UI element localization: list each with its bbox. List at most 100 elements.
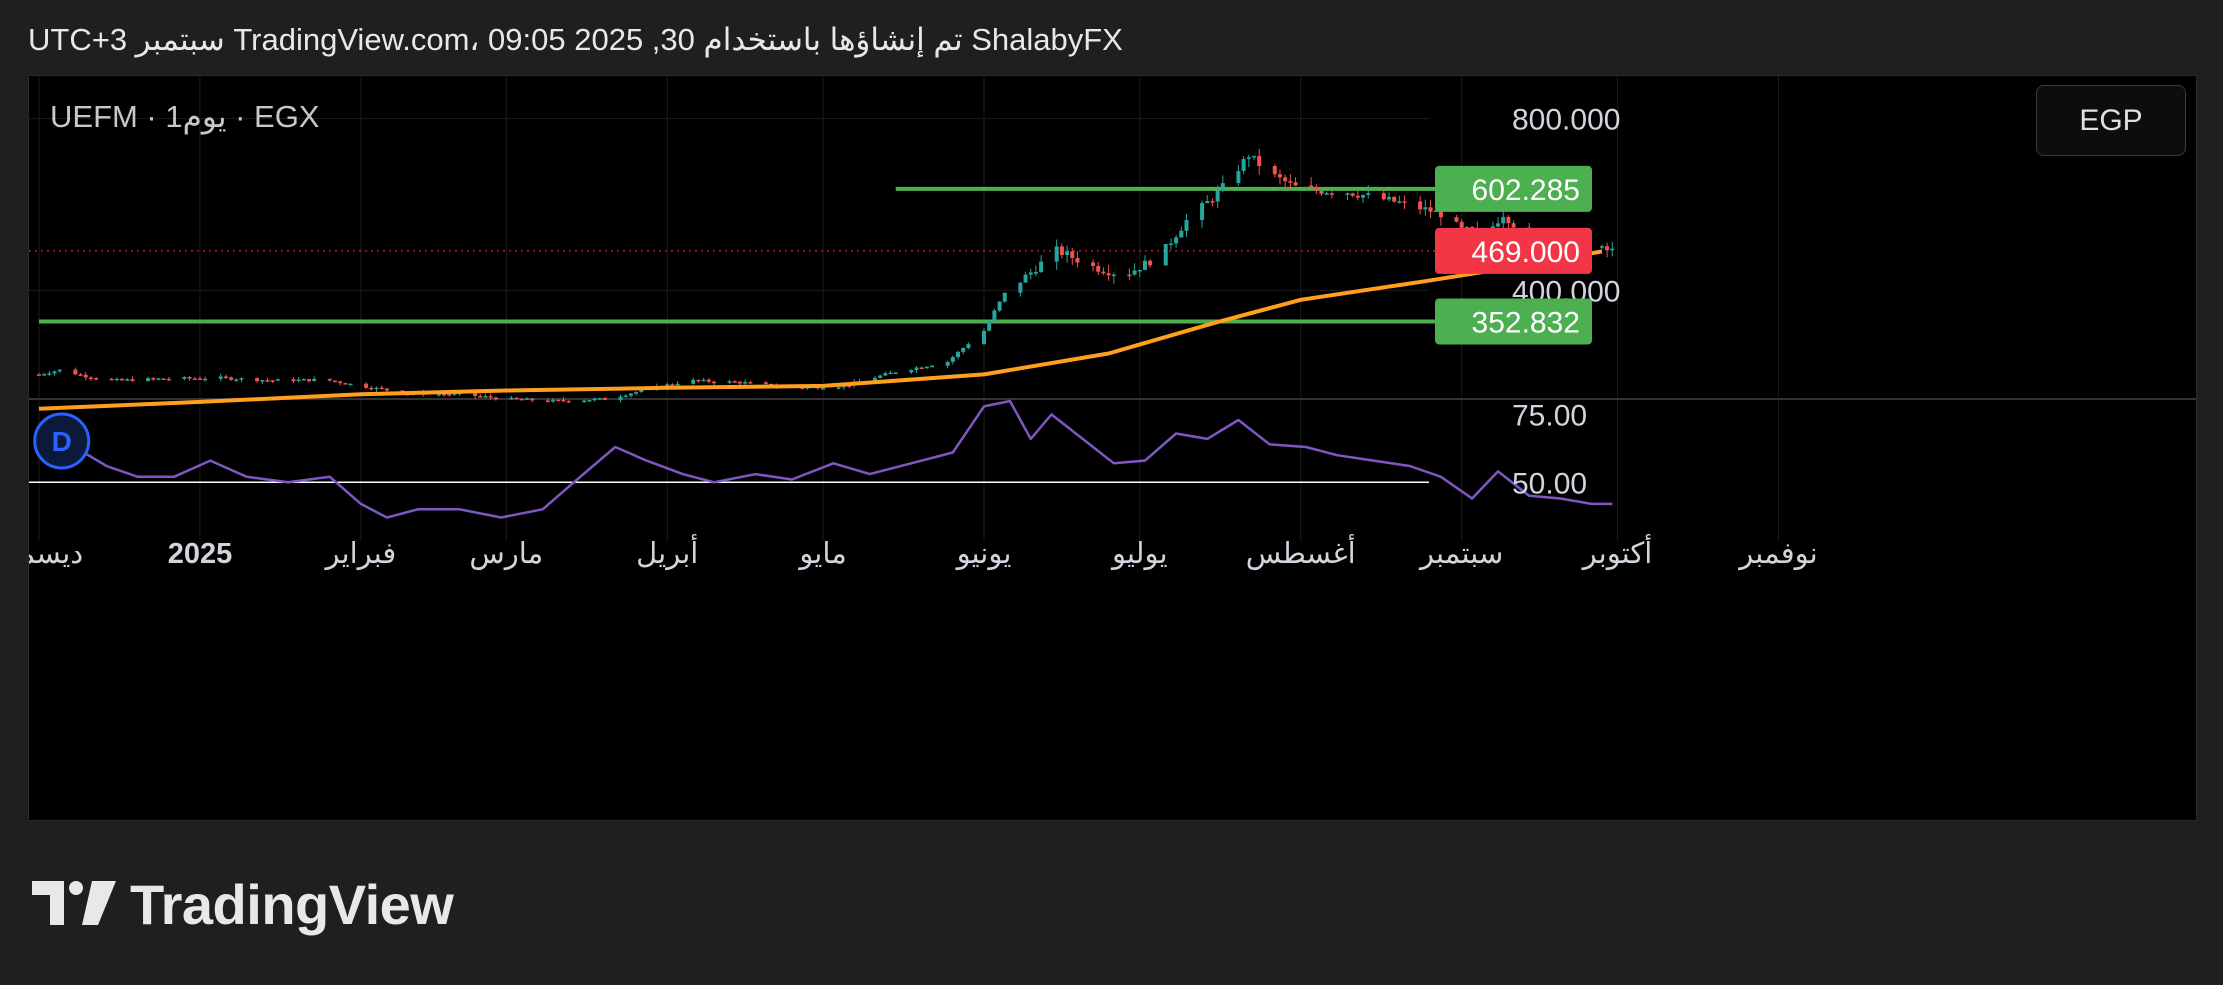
candle-body xyxy=(950,357,955,362)
x-tick-label: أكتوبر xyxy=(1581,533,1653,571)
candle-body xyxy=(166,378,171,381)
candle-body xyxy=(1288,181,1293,183)
candle-body xyxy=(982,330,986,345)
candle-body xyxy=(57,369,62,372)
candle-body xyxy=(203,378,208,381)
rsi-tick-label: 75.00 xyxy=(1512,400,1587,433)
candle-body xyxy=(732,381,737,383)
candle-body xyxy=(618,396,623,400)
candle-body xyxy=(909,370,914,373)
chart-canvas[interactable]: 800.000400.00075.0050.00ديسمبر2025فبراير… xyxy=(29,76,2196,820)
chart-attribution: ShalabyFX تم إنشاؤها باستخدام TradingVie… xyxy=(28,22,1123,57)
candle-body xyxy=(514,397,519,400)
candle-body xyxy=(146,378,151,382)
candle-body xyxy=(1355,195,1360,198)
candle-body xyxy=(493,397,498,400)
candles xyxy=(37,148,1615,404)
candle-body xyxy=(1605,246,1610,251)
candle-body xyxy=(442,393,446,396)
grid xyxy=(29,76,2196,541)
tradingview-logo-icon xyxy=(32,880,116,925)
candle-body xyxy=(987,320,992,331)
candle-body xyxy=(37,374,41,376)
candle-body xyxy=(270,380,275,382)
y-tick-label: 800.000 xyxy=(1512,104,1620,137)
price-badge xyxy=(1435,165,1592,212)
candle-body xyxy=(1272,165,1277,175)
candle-body xyxy=(1314,187,1319,191)
candle-body xyxy=(1184,220,1189,231)
x-tick-label: أغسطس xyxy=(1246,533,1356,571)
candle-body xyxy=(197,378,202,380)
candle-body xyxy=(332,380,337,383)
x-tick-label: نوفمبر xyxy=(1737,538,1817,571)
candle-body xyxy=(675,383,680,386)
candle-body xyxy=(670,384,675,386)
candle-body xyxy=(1096,265,1101,272)
chart-panel[interactable]: 800.000400.00075.0050.00ديسمبر2025فبراير… xyxy=(28,75,2197,821)
candle-body xyxy=(639,389,644,392)
candle-body xyxy=(1163,244,1168,266)
candle-body xyxy=(255,378,260,382)
price-badge-label: 352.832 xyxy=(1472,306,1580,339)
candle-body xyxy=(1501,216,1506,224)
candle-body xyxy=(551,399,556,402)
candle-body xyxy=(265,380,270,382)
price-badge-label: 602.285 xyxy=(1472,174,1580,207)
price-badges: 602.285 469.000 352.832 xyxy=(1435,165,1592,345)
x-tick-label: مايو xyxy=(797,538,846,571)
moving-average-line xyxy=(38,249,1603,411)
tradingview-logo[interactable]: TradingView xyxy=(32,872,454,937)
candle-body xyxy=(161,378,166,380)
candle-body xyxy=(519,398,524,401)
candle-body xyxy=(1433,210,1438,213)
candle-body xyxy=(1091,262,1096,266)
candle-body xyxy=(1402,201,1407,203)
candle-body xyxy=(327,378,332,381)
candle-body xyxy=(1324,193,1329,195)
candle-body xyxy=(239,378,244,380)
candle-body xyxy=(706,379,711,382)
candle-body xyxy=(1464,227,1469,229)
candle-body xyxy=(1028,272,1033,275)
candle-body xyxy=(992,310,997,321)
x-tick-label: فبراير xyxy=(324,538,397,571)
candle-body xyxy=(1361,195,1366,198)
symbol-label[interactable]: UEFM · 1يوم · EGX xyxy=(50,99,320,134)
currency-button[interactable]: EGP xyxy=(2036,85,2186,156)
dividend-marker-label: D xyxy=(52,426,72,457)
candle-body xyxy=(374,387,379,390)
candle-body xyxy=(42,374,47,376)
candle-body xyxy=(109,378,114,381)
candle-body xyxy=(597,398,602,400)
candle-body xyxy=(1106,273,1111,276)
candle-body xyxy=(78,374,83,376)
candle-body xyxy=(1599,246,1604,248)
candle-body xyxy=(229,377,234,380)
candle-body xyxy=(1142,260,1147,270)
level-lines xyxy=(29,186,1459,324)
candle-body xyxy=(1132,270,1137,275)
candle-body xyxy=(182,377,187,379)
candle-body xyxy=(1023,274,1028,283)
candle-body xyxy=(1283,177,1288,182)
candle-body xyxy=(151,378,156,380)
candle-body xyxy=(582,400,587,403)
candle-body xyxy=(120,378,125,381)
candle-body xyxy=(1506,216,1511,224)
candle-body xyxy=(1148,260,1153,266)
candle-body xyxy=(1054,246,1059,262)
candle-body xyxy=(125,379,130,381)
candle-body xyxy=(1210,201,1215,203)
moving-average xyxy=(38,249,1603,411)
candle-body xyxy=(307,379,311,382)
candle-body xyxy=(893,372,898,375)
candle-body xyxy=(1381,193,1386,200)
candle-body xyxy=(478,396,483,398)
price-badge xyxy=(1435,227,1592,274)
brand-name: TradingView xyxy=(130,873,454,936)
dividend-d-icon xyxy=(33,412,91,470)
candle-body xyxy=(1137,269,1142,272)
price-badge xyxy=(1435,298,1592,345)
candle-body xyxy=(956,351,961,358)
